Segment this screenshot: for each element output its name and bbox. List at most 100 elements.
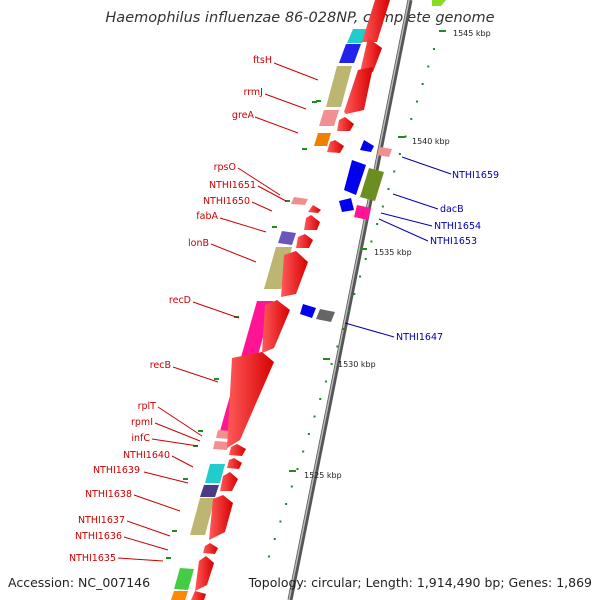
map-title: Haemophilus influenzae 86-028NP, complet…	[105, 10, 494, 26]
gene-arrow	[362, 0, 390, 42]
gene-label: rpmI	[131, 417, 153, 428]
gene-label: NTHI1651	[209, 180, 256, 191]
gene-label: recD	[169, 295, 191, 306]
gene-label: NTHI1659	[452, 170, 499, 181]
gene-arrow	[339, 198, 354, 212]
major-tick	[398, 136, 405, 138]
cog-block	[347, 29, 368, 43]
minor-tick	[319, 398, 322, 400]
lane-tick	[166, 557, 171, 559]
cog-block	[278, 231, 296, 245]
gene-label: NTHI1635	[69, 553, 116, 564]
topology-label: Topology: circular; Length: 1,914,490 bp…	[248, 575, 592, 590]
gene-arrow	[227, 352, 274, 448]
gene-label: NTHI1653	[430, 236, 477, 247]
gene-arrow	[337, 117, 354, 131]
gene-label: dacB	[440, 204, 464, 215]
cog-block	[200, 485, 219, 497]
gene-label: greA	[232, 110, 255, 121]
gene-arrow	[432, 0, 446, 6]
minor-tick	[268, 555, 271, 558]
gene-label: NTHI1637	[78, 515, 125, 526]
lane-tick	[272, 226, 277, 228]
gene-label: NTHI1639	[93, 465, 140, 476]
gene-arrow	[304, 215, 320, 230]
minor-tick	[433, 48, 435, 50]
gene-label: recB	[150, 360, 171, 371]
gene-label: NTHI1654	[434, 221, 481, 232]
gene-label: NTHI1650	[203, 196, 250, 207]
minor-tick	[381, 205, 384, 208]
minor-tick	[330, 363, 333, 365]
cog-block	[314, 133, 331, 146]
minor-tick	[307, 433, 310, 435]
gene-arrow	[281, 251, 308, 297]
cog-block	[377, 147, 392, 157]
gene-arrow	[344, 160, 366, 195]
cog-block	[360, 168, 384, 201]
gene-arrow	[209, 495, 233, 540]
minor-tick	[370, 240, 373, 243]
gene-arrow	[327, 140, 344, 153]
major-tick	[439, 30, 446, 32]
cog-block	[339, 44, 361, 63]
reverse-strand-genes	[300, 140, 392, 322]
kbp-label: 1530 kbp	[338, 360, 376, 369]
gene-label: infC	[131, 433, 150, 444]
minor-tick	[427, 65, 430, 68]
lane-tick	[302, 148, 307, 150]
forward-gene-labels: ftsH rrmJ greA rpsO NTHI1651 NTHI1650 fa…	[69, 55, 272, 564]
kbp-label: 1535 kbp	[374, 248, 412, 257]
cog-block	[326, 66, 352, 107]
major-tick	[289, 470, 296, 472]
cog-block	[354, 205, 371, 220]
kbp-label: 1525 kbp	[304, 471, 342, 480]
lane-tick	[183, 478, 188, 480]
gene-label: NTHI1647	[396, 332, 443, 343]
cog-block	[213, 441, 229, 450]
gene-arrow	[195, 556, 214, 591]
cog-block	[316, 309, 335, 322]
minor-tick	[353, 293, 356, 295]
minor-tick	[364, 258, 367, 260]
accession-label: Accession: NC_007146	[8, 575, 150, 590]
cog-block	[291, 197, 308, 205]
gene-label: rrmJ	[243, 87, 263, 98]
minor-tick	[393, 170, 396, 173]
lane-tick	[172, 530, 177, 532]
minor-tick	[359, 275, 362, 278]
gene-label: ftsH	[253, 55, 272, 66]
gene-arrow	[360, 38, 382, 72]
gene-arrow	[308, 205, 321, 213]
gene-label: NTHI1640	[123, 450, 170, 461]
major-tick	[360, 248, 367, 250]
gene-label: NTHI1636	[75, 531, 122, 542]
minor-tick	[398, 153, 401, 155]
gene-arrow	[300, 304, 316, 318]
cog-block	[319, 110, 339, 126]
lane-tick	[214, 378, 219, 380]
cog-block	[190, 498, 215, 535]
cog-block	[205, 464, 225, 483]
lane-tick	[198, 430, 203, 432]
reverse-leader-lines	[344, 156, 452, 338]
gene-label: NTHI1638	[85, 489, 132, 500]
gene-arrow	[220, 472, 238, 491]
minor-tick	[404, 135, 407, 138]
gene-label: fabA	[196, 211, 218, 222]
major-tick	[323, 358, 330, 360]
minor-tick	[302, 450, 305, 453]
minor-tick	[290, 485, 293, 488]
reverse-gene-labels: NTHI1659 dacB NTHI1654 NTHI1653 NTHI1647	[396, 170, 499, 343]
gene-label: rpsO	[214, 162, 236, 173]
cog-block	[171, 591, 188, 600]
minor-tick	[387, 188, 390, 190]
minor-tick	[410, 118, 413, 120]
minor-tick	[376, 223, 379, 225]
cog-block	[174, 568, 194, 590]
gene-arrow	[203, 543, 218, 554]
kbp-label: 1545 kbp	[453, 29, 491, 38]
minor-tick	[415, 100, 418, 103]
minor-tick	[342, 328, 344, 330]
